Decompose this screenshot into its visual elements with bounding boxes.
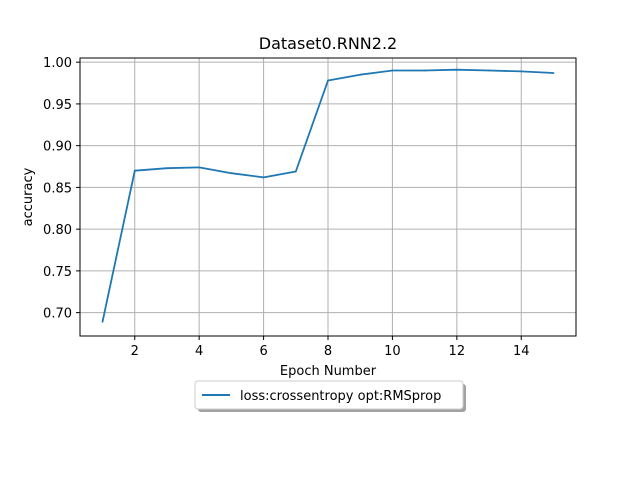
x-tick-label: 6 [259, 344, 267, 359]
x-axis-label: Epoch Number [280, 364, 377, 379]
data-point [101, 320, 104, 323]
data-point [359, 73, 362, 76]
x-tick-label: 8 [324, 344, 332, 359]
data-point [133, 169, 136, 172]
plot-frame [79, 57, 577, 337]
y-tick-label: 0.95 [43, 98, 72, 113]
legend-box [194, 380, 464, 410]
y-tick-label: 0.70 [43, 307, 72, 322]
data-point [262, 176, 265, 179]
data-point [455, 68, 458, 71]
data-point [294, 170, 297, 173]
x-tick-label: 14 [513, 344, 530, 359]
x-tick-label: 2 [131, 344, 139, 359]
data-point [423, 69, 426, 72]
x-tick-label: 10 [384, 344, 401, 359]
x-tick-label: 12 [449, 344, 466, 359]
data-point [391, 69, 394, 72]
data-point [230, 172, 233, 175]
data-point [198, 166, 201, 169]
x-tick-label: 4 [195, 344, 203, 359]
data-point [552, 72, 555, 74]
grid [80, 58, 576, 336]
legend-label: loss:crossentropy opt:RMSprop [240, 389, 441, 404]
y-tick-label: 1.00 [43, 56, 72, 71]
y-tick-label: 0.80 [43, 223, 72, 238]
y-axis-label: accuracy [21, 167, 36, 226]
y-tick-label: 0.75 [43, 265, 72, 280]
data-point [488, 69, 490, 72]
chart-title: Dataset0.RNN2.2 [259, 34, 397, 53]
legend: loss:crossentropy opt:RMSprop [194, 380, 466, 412]
data-point [166, 167, 168, 170]
series-group [101, 68, 555, 323]
data-point [520, 70, 523, 73]
data-point [327, 79, 329, 82]
y-tick-label: 0.85 [43, 181, 72, 196]
axis-ticks: 2 4 6 8 10 12 14 0.70 0.75 0.80 0.85 0.90 0.95 1.00 [43, 56, 529, 359]
y-tick-label: 0.90 [43, 140, 72, 155]
